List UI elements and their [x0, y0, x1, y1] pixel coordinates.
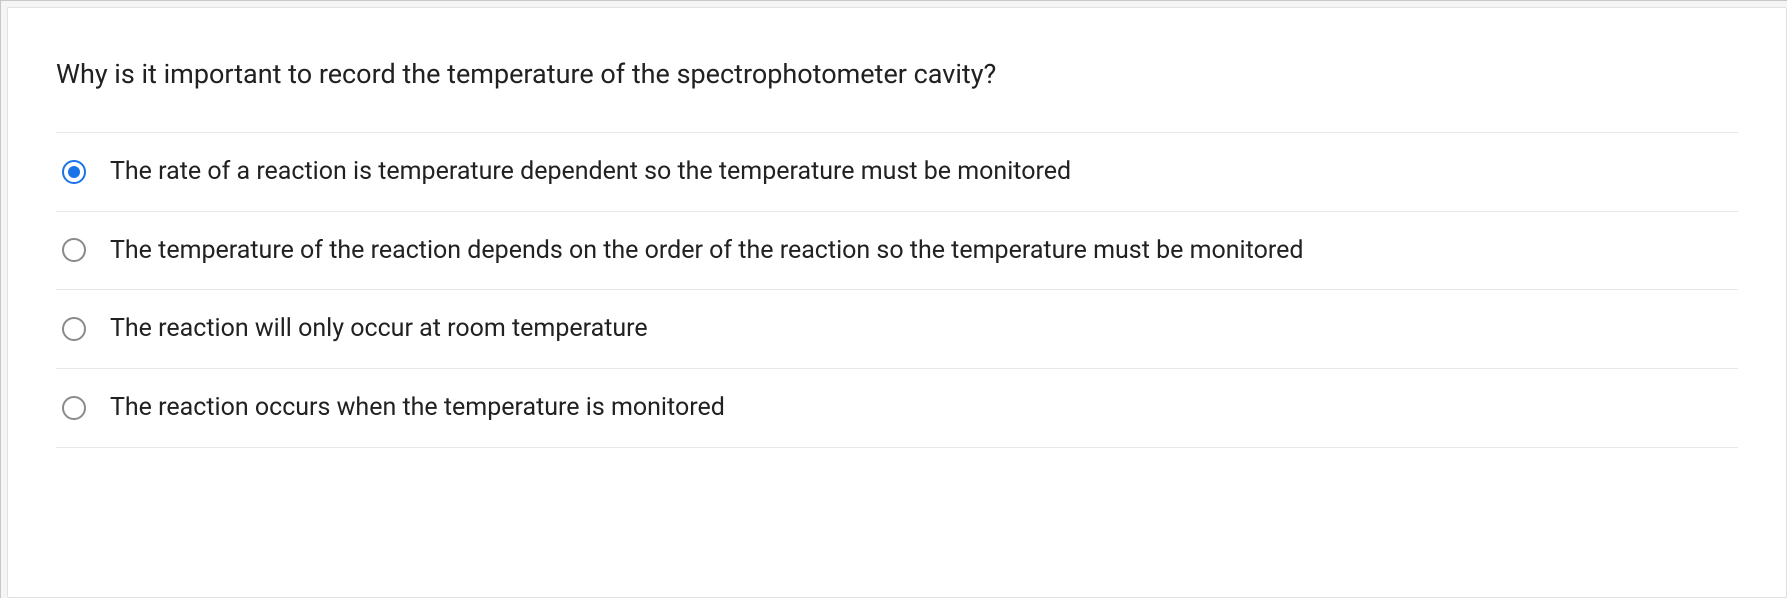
question-prompt: Why is it important to record the temper…: [56, 56, 1738, 94]
option-label-2: The reaction will only occur at room tem…: [110, 312, 648, 346]
page-wrap: Why is it important to record the temper…: [0, 0, 1787, 598]
option-row-2[interactable]: The reaction will only occur at room tem…: [56, 290, 1738, 369]
option-label-1: The temperature of the reaction depends …: [110, 234, 1303, 268]
radio-button-2[interactable]: [62, 317, 86, 341]
options-list: The rate of a reaction is temperature de…: [56, 132, 1738, 448]
option-label-0: The rate of a reaction is temperature de…: [110, 155, 1071, 189]
option-row-1[interactable]: The temperature of the reaction depends …: [56, 212, 1738, 291]
option-row-3[interactable]: The reaction occurs when the temperature…: [56, 369, 1738, 448]
question-card: Why is it important to record the temper…: [7, 7, 1787, 598]
radio-button-0[interactable]: [62, 160, 86, 184]
radio-button-1[interactable]: [62, 238, 86, 262]
radio-button-3[interactable]: [62, 396, 86, 420]
option-label-3: The reaction occurs when the temperature…: [110, 391, 725, 425]
radio-dot-icon: [68, 166, 80, 178]
option-row-0[interactable]: The rate of a reaction is temperature de…: [56, 133, 1738, 212]
